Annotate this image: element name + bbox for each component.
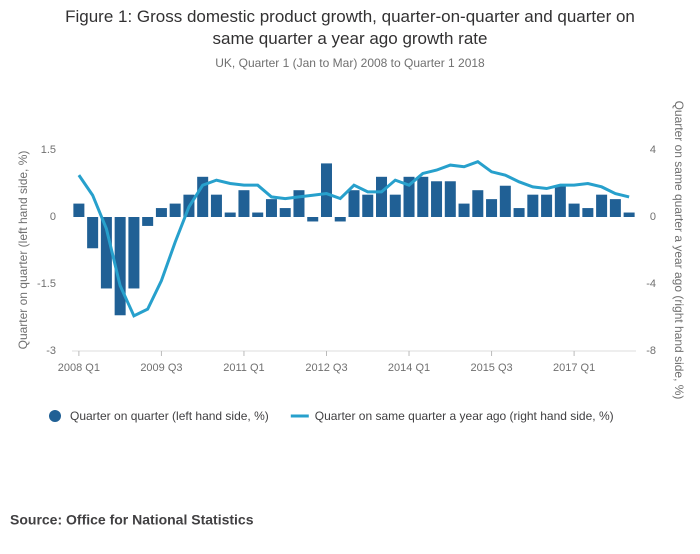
- bar: [293, 190, 305, 217]
- legend-swatch: [49, 410, 61, 422]
- bar: [472, 190, 484, 217]
- y-tick-label: 0: [50, 211, 56, 223]
- x-tick-label: 2008 Q1: [58, 362, 100, 374]
- bar: [265, 199, 277, 217]
- y-tick-label: -1.5: [37, 278, 56, 290]
- bar: [210, 194, 222, 217]
- bar: [609, 199, 621, 217]
- bar: [252, 212, 264, 217]
- chart-title: Figure 1: Gross domestic product growth,…: [65, 7, 635, 48]
- bar: [582, 208, 594, 217]
- y-axis-title: Quarter on quarter (left hand side, %): [16, 151, 30, 350]
- bar: [142, 217, 154, 226]
- bar: [554, 185, 566, 217]
- x-tick-label: 2012 Q3: [305, 362, 347, 374]
- bar: [87, 217, 99, 249]
- bar: [389, 194, 401, 217]
- y-tick-label: 1.5: [41, 144, 56, 156]
- bar: [348, 190, 360, 217]
- y2-tick-label: 4: [650, 144, 656, 156]
- bar: [238, 190, 250, 217]
- bar: [527, 194, 539, 217]
- x-tick-label: 2014 Q1: [388, 362, 430, 374]
- bar: [334, 217, 346, 222]
- bar: [114, 217, 126, 316]
- bar: [403, 176, 415, 217]
- chart-subtitle: UK, Quarter 1 (Jan to Mar) 2008 to Quart…: [215, 56, 485, 70]
- bar: [417, 176, 429, 217]
- legend-label: Quarter on same quarter a year ago (righ…: [315, 409, 614, 423]
- bar: [169, 203, 181, 217]
- x-tick-label: 2017 Q1: [553, 362, 595, 374]
- bar: [279, 208, 291, 217]
- bar: [431, 181, 443, 217]
- title-line: Figure 1: Gross domestic product growth,…: [65, 7, 635, 26]
- line: [77, 160, 630, 318]
- y2-tick-label: 0: [650, 211, 656, 223]
- bar: [320, 163, 332, 217]
- bar: [224, 212, 236, 217]
- legend-label: Quarter on quarter (left hand side, %): [70, 409, 269, 423]
- y-tick-label: -3: [46, 345, 56, 357]
- y2-tick-label: -4: [646, 278, 656, 290]
- bar: [458, 203, 470, 217]
- y2-tick-label: -8: [646, 345, 656, 357]
- source: Source: Office for National Statistics: [10, 512, 254, 528]
- bar: [513, 208, 525, 217]
- bar: [155, 208, 167, 217]
- x-tick-label: 2009 Q3: [140, 362, 182, 374]
- bar: [376, 176, 388, 217]
- bar: [541, 194, 553, 217]
- bar: [499, 185, 511, 217]
- bar: [568, 203, 580, 217]
- bar: [362, 194, 374, 217]
- y2-axis-title: Quarter on same quarter a year ago (righ…: [672, 101, 686, 400]
- title-line: same quarter a year ago growth rate: [213, 29, 488, 48]
- bar: [128, 217, 140, 289]
- bar: [486, 199, 498, 217]
- bar: [307, 217, 319, 222]
- x-tick-label: 2011 Q1: [223, 362, 264, 374]
- bar: [623, 212, 635, 217]
- bar: [197, 176, 209, 217]
- bar: [596, 194, 608, 217]
- bar: [444, 181, 456, 217]
- bar: [73, 203, 85, 217]
- bar: [100, 217, 112, 289]
- x-tick-label: 2015 Q3: [470, 362, 512, 374]
